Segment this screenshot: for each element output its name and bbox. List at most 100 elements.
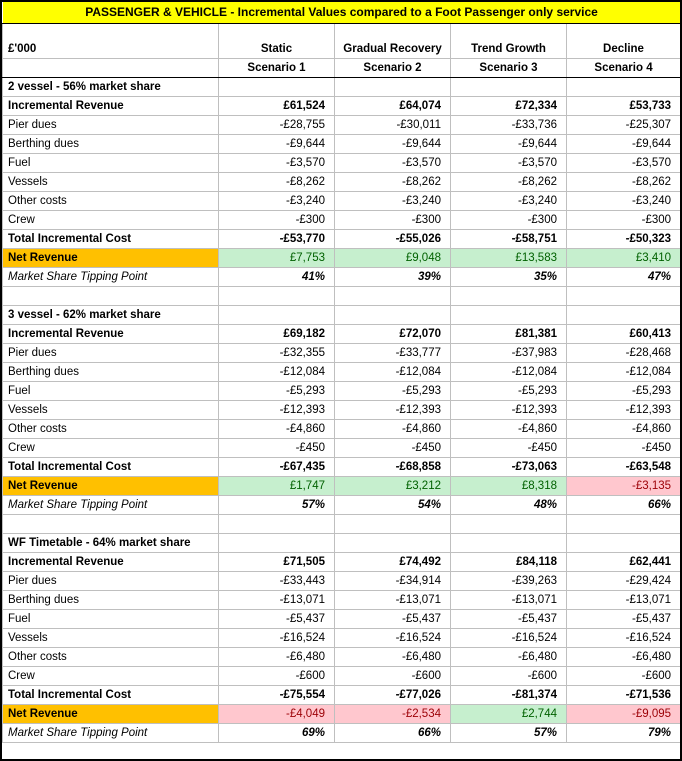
tipping-point-value-cell[interactable]: 66%	[334, 723, 451, 743]
value-cell[interactable]: -£8,262	[218, 172, 335, 192]
value-cell[interactable]: -£600	[450, 666, 567, 686]
value-cell[interactable]: -£33,443	[218, 571, 335, 591]
row-label[interactable]: Vessels	[2, 172, 219, 192]
net-revenue-value-cell[interactable]: £3,212	[334, 476, 451, 496]
value-cell[interactable]: £53,733	[565, 96, 680, 116]
empty-cell[interactable]	[565, 77, 680, 97]
value-cell[interactable]: -£12,084	[565, 362, 680, 382]
value-cell[interactable]: -£39,263	[450, 571, 567, 591]
value-cell[interactable]: -£8,262	[334, 172, 451, 192]
section-header-label[interactable]: 2 vessel - 56% market share	[2, 77, 219, 97]
value-cell[interactable]: -£5,293	[218, 381, 335, 401]
value-cell[interactable]: -£63,548	[565, 457, 680, 477]
value-cell[interactable]: -£3,240	[450, 191, 567, 211]
value-cell[interactable]: -£3,240	[565, 191, 680, 211]
row-label[interactable]: Other costs	[2, 419, 219, 439]
tipping-point-label[interactable]: Market Share Tipping Point	[2, 495, 219, 515]
row-label[interactable]: Fuel	[2, 609, 219, 629]
value-cell[interactable]: -£12,393	[565, 400, 680, 420]
empty-cell[interactable]	[218, 533, 335, 553]
value-cell[interactable]: -£3,570	[334, 153, 451, 173]
empty-cell[interactable]	[565, 305, 680, 325]
value-cell[interactable]: -£58,751	[450, 229, 567, 249]
row-label[interactable]: Total Incremental Cost	[2, 685, 219, 705]
empty-cell[interactable]	[334, 305, 451, 325]
value-cell[interactable]: -£37,983	[450, 343, 567, 363]
value-cell[interactable]: -£28,468	[565, 343, 680, 363]
value-cell[interactable]: -£13,071	[218, 590, 335, 610]
value-cell[interactable]: -£5,437	[334, 609, 451, 629]
value-cell[interactable]: £81,381	[450, 324, 567, 344]
value-cell[interactable]: -£9,644	[218, 134, 335, 154]
tipping-point-value-cell[interactable]: 41%	[218, 267, 335, 287]
net-revenue-value-cell[interactable]: £3,410	[565, 248, 680, 268]
value-cell[interactable]: -£5,293	[334, 381, 451, 401]
scenario-1-header[interactable]: Scenario 1	[218, 58, 335, 78]
empty-cell[interactable]	[334, 286, 451, 306]
column-header-static[interactable]: Static	[218, 23, 335, 59]
tipping-point-label[interactable]: Market Share Tipping Point	[2, 723, 219, 743]
value-cell[interactable]: £72,070	[334, 324, 451, 344]
value-cell[interactable]: -£9,644	[450, 134, 567, 154]
tipping-point-value-cell[interactable]: 35%	[450, 267, 567, 287]
row-label[interactable]: Vessels	[2, 628, 219, 648]
value-cell[interactable]: -£50,323	[565, 229, 680, 249]
value-cell[interactable]: -£73,063	[450, 457, 567, 477]
row-label[interactable]: Berthing dues	[2, 590, 219, 610]
tipping-point-value-cell[interactable]: 79%	[565, 723, 680, 743]
value-cell[interactable]: -£68,858	[334, 457, 451, 477]
net-revenue-value-cell[interactable]: -£3,135	[565, 476, 680, 496]
value-cell[interactable]: -£3,240	[218, 191, 335, 211]
value-cell[interactable]: -£450	[334, 438, 451, 458]
value-cell[interactable]: -£12,084	[450, 362, 567, 382]
net-revenue-label[interactable]: Net Revenue	[2, 476, 219, 496]
tipping-point-value-cell[interactable]: 54%	[334, 495, 451, 515]
value-cell[interactable]: -£12,084	[218, 362, 335, 382]
empty-cell[interactable]	[218, 286, 335, 306]
value-cell[interactable]: -£8,262	[565, 172, 680, 192]
value-cell[interactable]: -£450	[565, 438, 680, 458]
empty-cell[interactable]	[334, 77, 451, 97]
value-cell[interactable]: -£3,570	[218, 153, 335, 173]
net-revenue-value-cell[interactable]: -£9,095	[565, 704, 680, 724]
value-cell[interactable]: -£4,860	[565, 419, 680, 439]
value-cell[interactable]: -£75,554	[218, 685, 335, 705]
tipping-point-label[interactable]: Market Share Tipping Point	[2, 267, 219, 287]
row-label[interactable]: Incremental Revenue	[2, 324, 219, 344]
empty-cell[interactable]	[334, 533, 451, 553]
tipping-point-value-cell[interactable]: 47%	[565, 267, 680, 287]
empty-cell[interactable]	[565, 286, 680, 306]
value-cell[interactable]: -£16,524	[334, 628, 451, 648]
value-cell[interactable]: -£6,480	[218, 647, 335, 667]
value-cell[interactable]: -£77,026	[334, 685, 451, 705]
value-cell[interactable]: -£300	[334, 210, 451, 230]
empty-cell[interactable]	[450, 286, 567, 306]
value-cell[interactable]: -£12,084	[334, 362, 451, 382]
value-cell[interactable]: -£9,644	[334, 134, 451, 154]
row-label[interactable]: Incremental Revenue	[2, 552, 219, 572]
scenario-4-header[interactable]: Scenario 4	[565, 58, 680, 78]
empty-cell[interactable]	[2, 286, 219, 306]
row-label[interactable]: Other costs	[2, 647, 219, 667]
value-cell[interactable]: -£300	[565, 210, 680, 230]
value-cell[interactable]: £72,334	[450, 96, 567, 116]
value-cell[interactable]: -£28,755	[218, 115, 335, 135]
net-revenue-value-cell[interactable]: -£4,049	[218, 704, 335, 724]
empty-cell[interactable]	[218, 77, 335, 97]
row-label[interactable]: Berthing dues	[2, 362, 219, 382]
value-cell[interactable]: £74,492	[334, 552, 451, 572]
value-cell[interactable]: -£4,860	[334, 419, 451, 439]
column-header-trend-growth[interactable]: Trend Growth	[450, 23, 567, 59]
row-label[interactable]: Fuel	[2, 381, 219, 401]
net-revenue-label[interactable]: Net Revenue	[2, 704, 219, 724]
net-revenue-value-cell[interactable]: £9,048	[334, 248, 451, 268]
row-label[interactable]: Pier dues	[2, 115, 219, 135]
tipping-point-value-cell[interactable]: 66%	[565, 495, 680, 515]
value-cell[interactable]: -£5,437	[218, 609, 335, 629]
row-label[interactable]: Fuel	[2, 153, 219, 173]
value-cell[interactable]: -£16,524	[565, 628, 680, 648]
value-cell[interactable]: -£6,480	[565, 647, 680, 667]
row-label[interactable]: Crew	[2, 666, 219, 686]
row-label[interactable]: Other costs	[2, 191, 219, 211]
value-cell[interactable]: -£25,307	[565, 115, 680, 135]
